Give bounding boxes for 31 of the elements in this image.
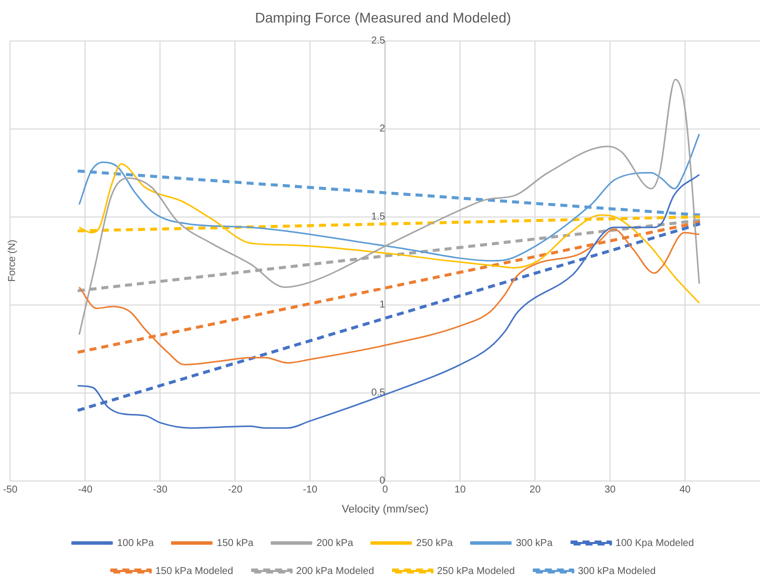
y-tick-label: 1: [380, 300, 386, 311]
legend-label: 300 kPa Modeled: [578, 566, 656, 577]
chart-title: Damping Force (Measured and Modeled): [254, 9, 512, 26]
y-tick-label: 0.5: [371, 388, 386, 399]
legend-label: 200 kPa: [316, 538, 354, 549]
y-tick-label: 0: [380, 476, 386, 487]
legend-label: 150 kPa: [216, 538, 254, 549]
legend-label: 250 kPa: [416, 538, 454, 549]
line-series: [78, 133, 700, 262]
x-tick-label: -50: [3, 484, 18, 496]
line-series: [78, 78, 700, 336]
x-tick-label: -30: [152, 484, 168, 496]
y-axis-title: Force (N): [6, 240, 18, 282]
legend-label: 100 Kpa Modeled: [616, 538, 694, 549]
x-tick-label: 20: [530, 484, 542, 496]
x-tick-label: 40: [679, 484, 692, 496]
x-tick-label: -20: [228, 484, 243, 496]
line-series: [76, 174, 700, 429]
legend-label: 100 kPa: [117, 538, 154, 549]
x-tick-label: 10: [454, 484, 466, 496]
y-tick-label: 1.5: [371, 212, 386, 223]
y-tick-label: 2.5: [371, 36, 386, 47]
legend-label: 200 kPa Modeled: [296, 566, 374, 577]
y-tick-label: 2: [380, 124, 386, 135]
x-tick-label: -40: [78, 484, 93, 496]
x-tick-label: -10: [302, 484, 318, 496]
x-axis-title: Velocity (mm/sec): [342, 503, 429, 516]
legend-label: 300 kPa: [516, 538, 553, 549]
x-tick-label: 30: [604, 484, 616, 496]
legend-label: 250 kPa Modeled: [437, 566, 515, 577]
legend-label: 150 kPa Modeled: [155, 566, 234, 577]
